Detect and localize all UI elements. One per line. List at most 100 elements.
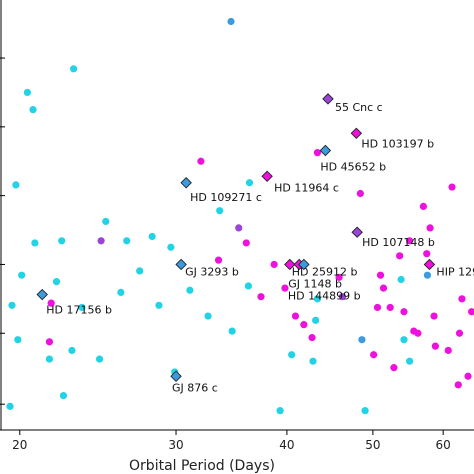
- annotation-label: HD 11964 c: [274, 181, 339, 194]
- data-point: [14, 336, 22, 344]
- data-point: [29, 106, 37, 114]
- data-point: [276, 407, 284, 415]
- annotated-point: [351, 226, 363, 238]
- annotation-label: GJ 3293 b: [185, 265, 239, 278]
- points-layer: [6, 17, 474, 415]
- data-point: [23, 88, 31, 97]
- data-point: [308, 333, 316, 342]
- data-point: [379, 284, 388, 292]
- x-axis-label: Orbital Period (Days): [129, 458, 275, 474]
- data-point: [242, 239, 250, 247]
- data-point: [390, 364, 398, 372]
- data-point: [58, 237, 66, 245]
- data-point: [167, 243, 175, 251]
- annotated-point: [350, 127, 363, 140]
- x-tick-label: 30: [168, 438, 183, 452]
- data-point: [376, 271, 385, 279]
- annotation-label: HD 17156 b: [46, 304, 112, 317]
- data-point: [370, 351, 378, 359]
- annotated-point: [36, 288, 48, 301]
- data-point: [361, 407, 369, 415]
- data-point: [12, 181, 20, 189]
- annotated-point: [180, 177, 192, 189]
- data-point: [270, 260, 278, 269]
- data-point: [70, 65, 78, 73]
- data-point: [300, 321, 308, 329]
- data-point: [423, 250, 431, 258]
- x-tick-label: 40: [279, 438, 294, 452]
- annotated-point: [175, 258, 187, 271]
- data-point: [356, 189, 364, 198]
- data-point: [291, 312, 300, 320]
- annotation-label: GJ 876 c: [172, 381, 218, 394]
- data-point: [197, 157, 205, 165]
- data-point: [45, 338, 54, 346]
- data-point: [18, 271, 26, 279]
- annotated-point: [284, 258, 296, 271]
- data-point: [8, 301, 16, 309]
- data-point: [148, 232, 156, 241]
- data-point: [358, 336, 366, 344]
- data-point: [117, 288, 125, 296]
- annotation-label: HD 107148 b: [362, 236, 435, 249]
- annotation-label: HD 144899 b: [288, 289, 361, 302]
- annotated-point: [261, 170, 273, 183]
- data-point: [455, 329, 464, 337]
- data-point: [186, 286, 194, 294]
- annotation-label: HD 45652 b: [320, 161, 386, 174]
- data-point: [216, 207, 224, 215]
- data-point: [257, 293, 265, 301]
- x-tick-label: 60: [436, 438, 451, 452]
- data-point: [204, 312, 212, 320]
- data-point: [406, 357, 414, 365]
- data-point: [444, 346, 452, 355]
- data-point: [228, 327, 236, 335]
- annotated-point: [322, 93, 334, 105]
- data-point: [52, 278, 61, 286]
- data-point: [397, 275, 405, 284]
- data-point: [235, 224, 243, 232]
- annotated-point: [298, 258, 310, 271]
- data-point: [97, 237, 105, 245]
- annotation-label: HD 25912 b: [292, 265, 358, 278]
- data-point: [419, 202, 427, 210]
- data-point: [123, 237, 131, 245]
- data-point: [95, 355, 104, 363]
- data-point: [458, 295, 466, 303]
- data-point: [400, 336, 408, 344]
- data-point: [6, 402, 14, 410]
- annotation-label: HD 103197 b: [361, 137, 434, 150]
- data-point: [386, 303, 394, 312]
- annotations-layer: 55 Cnc c HD 103197 b HD 45652 b HD 11964 c H…: [36, 93, 474, 394]
- annotation-label: HIP 129: [436, 265, 474, 278]
- data-point: [373, 303, 382, 312]
- data-point: [244, 282, 253, 290]
- data-point: [426, 224, 434, 232]
- data-point: [400, 308, 408, 316]
- data-point: [47, 299, 55, 307]
- data-point: [313, 295, 322, 303]
- data-point: [448, 183, 456, 191]
- x-ticks: 20 30 40 50 60: [0, 57, 451, 452]
- data-point: [281, 284, 289, 292]
- x-tick-label: 20: [12, 438, 27, 452]
- annotated-point: [319, 144, 332, 157]
- data-point: [68, 346, 76, 355]
- data-point: [227, 17, 235, 26]
- annotated-point: [423, 258, 436, 271]
- data-point: [313, 149, 322, 157]
- data-point: [396, 252, 404, 260]
- annotation-label: 55 Cnc c: [335, 101, 383, 114]
- data-point: [464, 372, 472, 380]
- data-point: [335, 273, 343, 281]
- data-point: [245, 179, 254, 187]
- data-point: [59, 392, 68, 400]
- data-point: [45, 355, 54, 363]
- data-point: [414, 329, 422, 337]
- data-point: [136, 267, 144, 275]
- data-point: [430, 312, 438, 320]
- data-point: [78, 303, 86, 312]
- data-point: [431, 342, 439, 350]
- data-point: [454, 381, 462, 389]
